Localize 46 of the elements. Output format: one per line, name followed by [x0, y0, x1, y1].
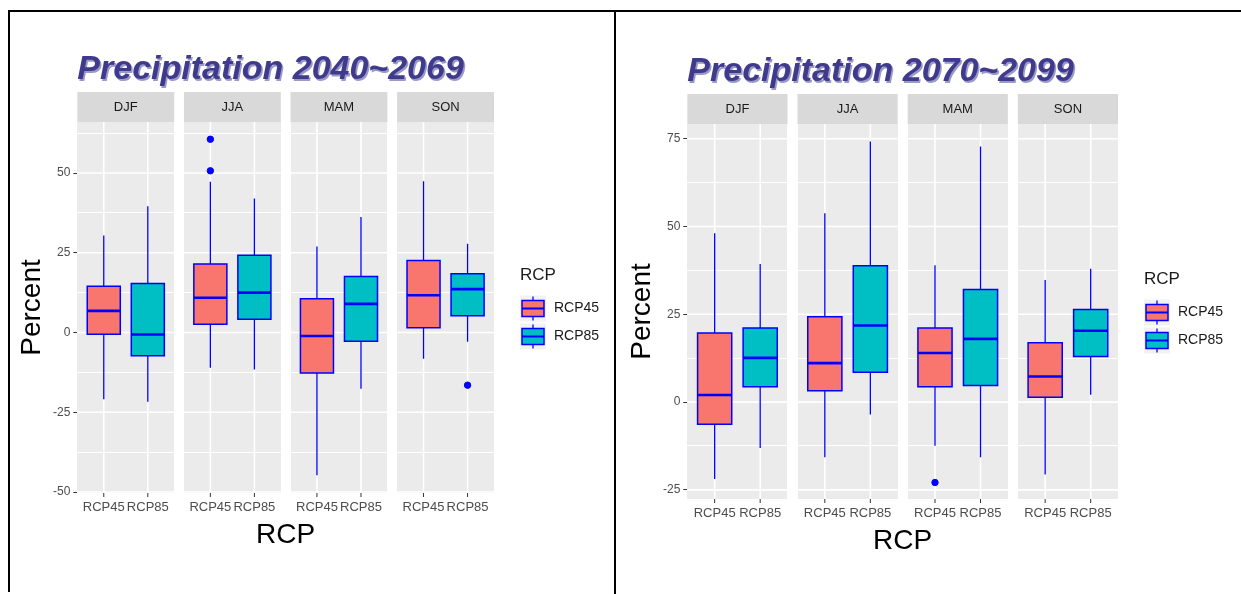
y-tick-label: 50 [56, 165, 71, 180]
text: RCP45 [693, 505, 736, 521]
y-tick-label: 25 [666, 306, 681, 321]
legend-label: RCP85 [1178, 331, 1224, 348]
chart-title: Precipitation 2070~2099 [687, 50, 1074, 88]
x-axis-title: RCP [256, 517, 316, 549]
y-tick-label: 50 [666, 218, 681, 233]
legend-label: RCP85 [554, 327, 600, 344]
x-tick-label: DJF [113, 98, 138, 114]
text: RCP45 [402, 499, 445, 515]
chart-title: Precipitation 2040~2069 [77, 48, 464, 86]
x-tick-label: MAM [942, 100, 973, 116]
x-tick-label: JJA [836, 100, 859, 116]
x-tick-label: JJA [221, 98, 244, 114]
text: RCP45 [803, 505, 846, 521]
text: RCP85 [1069, 505, 1112, 521]
text: RCP85 [340, 499, 382, 515]
text: RCP85 [959, 505, 1002, 521]
text: RCP45 [82, 499, 125, 515]
legend-title: RCP [1144, 269, 1180, 289]
x-tick-label: SON [431, 98, 460, 114]
y-tick-label: -25 [663, 482, 681, 497]
y-tick-label: -25 [53, 404, 71, 419]
text: RCP85 [126, 499, 169, 515]
text: RCP85 [739, 505, 782, 521]
text: RCP45 [295, 499, 338, 515]
x-tick-label: DJF [725, 100, 750, 116]
x-tick-label: SON [1053, 100, 1083, 116]
x-axis-title: RCP [873, 523, 933, 555]
y-axis-title: Percent [14, 259, 46, 356]
text: RCP85 [446, 499, 489, 515]
x-tick-label: MAM [323, 98, 355, 114]
y-tick-label: 25 [56, 245, 71, 260]
text: RCP45 [914, 505, 956, 521]
text: RCP85 [233, 499, 276, 515]
legend-label: RCP45 [1178, 303, 1224, 320]
text: RCP85 [849, 505, 892, 521]
y-axis-title: Percent [624, 263, 656, 360]
text: RCP45 [1024, 505, 1067, 521]
legend-label: RCP45 [554, 299, 600, 316]
legend-title: RCP [520, 265, 556, 285]
text: RCP45 [189, 499, 232, 515]
y-tick-label: 0 [63, 324, 71, 339]
y-tick-label: 75 [666, 131, 681, 146]
y-tick-label: 0 [673, 394, 681, 409]
y-tick-label: -50 [53, 484, 71, 499]
